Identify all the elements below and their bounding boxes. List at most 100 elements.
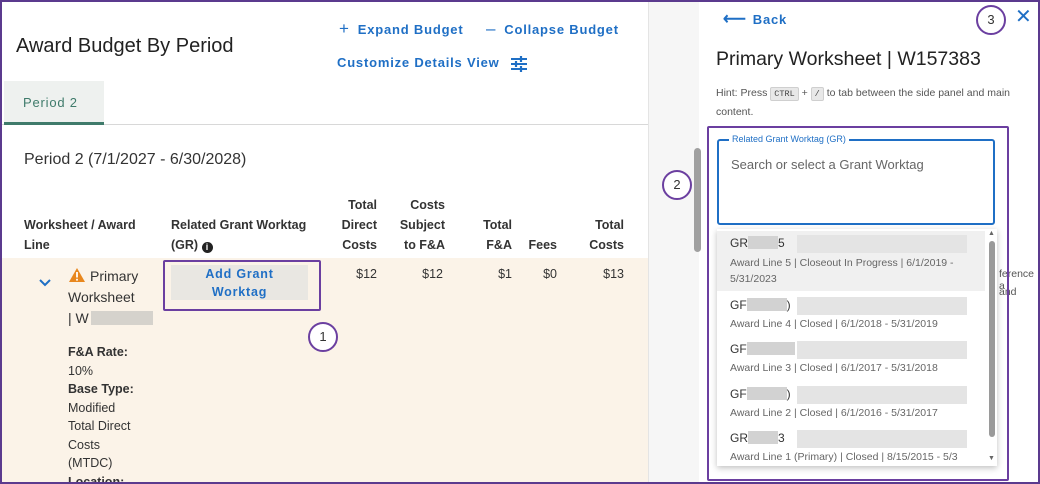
back-label: Back bbox=[752, 12, 788, 27]
redacted-code bbox=[746, 298, 787, 311]
expand-budget-label: Expand Budget bbox=[357, 22, 464, 37]
customize-details-view-button[interactable]: Customize Details View bbox=[337, 55, 528, 72]
option-code-tail: 5 bbox=[778, 236, 785, 250]
option-details: Award Line 4 | Closed | 6/1/2018 - 5/31/… bbox=[730, 318, 938, 330]
option-detail-line: 5/31/2023 bbox=[730, 273, 777, 285]
highlight-box-1 bbox=[163, 260, 321, 311]
option-details: Award Line 3 | Closed | 6/1/2017 - 5/31/… bbox=[730, 362, 938, 374]
hint-suffix: to tab between the side panel and main bbox=[826, 87, 1011, 99]
redacted-id bbox=[90, 311, 153, 325]
scroll-down-icon[interactable]: ▼ bbox=[988, 455, 995, 462]
fa-rate-label: F&A Rate: bbox=[68, 345, 128, 359]
redacted-text bbox=[797, 235, 967, 253]
option-code-prefix: GR bbox=[730, 431, 748, 445]
subject-costs-value: $12 bbox=[422, 267, 443, 281]
column-header-direct: Total Direct Costs bbox=[332, 195, 377, 255]
warning-icon bbox=[69, 268, 85, 282]
location-label: Location: bbox=[68, 474, 125, 484]
redacted-code bbox=[748, 236, 778, 249]
hint-plus: + bbox=[801, 87, 808, 99]
plus-icon: + bbox=[339, 19, 350, 38]
redacted-code bbox=[748, 431, 778, 444]
dropdown-scrollbar[interactable]: ▲ ▼ bbox=[987, 229, 997, 466]
column-header-worktag: Related Grant Worktag (GR) i bbox=[171, 215, 306, 255]
header-line: F&A bbox=[486, 238, 512, 252]
option-code: GF) bbox=[730, 298, 791, 312]
collapse-budget-label: Collapse Budget bbox=[504, 22, 619, 37]
dropdown-scrollbar-thumb[interactable] bbox=[989, 241, 995, 437]
callout-2: 2 bbox=[662, 170, 692, 200]
list-item[interactable]: GR 3 Award Line 1 (Primary) | Closed | 8/… bbox=[717, 426, 985, 466]
expand-budget-button[interactable]: + Expand Budget bbox=[339, 19, 463, 39]
worksheet-id-prefix: | W bbox=[68, 310, 89, 326]
option-code: GF bbox=[730, 342, 795, 356]
highlight-box-2 bbox=[707, 126, 1009, 481]
column-header-fees: Fees bbox=[528, 238, 558, 252]
base-type-label: Base Type: bbox=[68, 382, 134, 396]
option-details: Award Line 1 (Primary) | Closed | 8/15/2… bbox=[730, 451, 958, 463]
header-line: Subject bbox=[399, 218, 445, 232]
tune-icon bbox=[511, 55, 527, 72]
close-icon[interactable]: ✕ bbox=[1015, 6, 1032, 28]
option-code-tail: 3 bbox=[778, 431, 785, 445]
list-item[interactable]: GF) Award Line 2 | Closed | 6/1/2016 - 5… bbox=[717, 382, 985, 426]
period-heading: Period 2 (7/1/2027 - 6/30/2028) bbox=[24, 151, 247, 168]
direct-costs-value: $12 bbox=[356, 267, 377, 281]
back-button[interactable]: ⟵ Back bbox=[723, 9, 787, 29]
option-detail-line: Award Line 5 | Closeout In Progress | 6/… bbox=[730, 257, 954, 269]
worksheet-details: F&A Rate: 10% Base Type: Modified Total … bbox=[68, 343, 158, 484]
add-grant-worktag-button[interactable]: Add Grant Worktag bbox=[171, 265, 308, 300]
keyboard-hint: Hint: Press CTRL + / to tab between the … bbox=[716, 84, 1026, 122]
header-line: Direct bbox=[341, 218, 377, 232]
base-type-value: (MTDC) bbox=[68, 456, 113, 470]
worksheet-name: Primary Worksheet | W bbox=[68, 266, 158, 329]
option-details: Award Line 2 | Closed | 6/1/2016 - 5/31/… bbox=[730, 407, 938, 419]
header-line: Related Grant Worktag bbox=[171, 218, 307, 232]
list-item[interactable]: GF Award Line 3 | Closed | 6/1/2017 - 5/… bbox=[717, 337, 985, 381]
option-code-prefix: GR bbox=[730, 236, 748, 250]
header-line: Worksheet / Award bbox=[24, 218, 136, 232]
option-code: GF) bbox=[730, 387, 791, 401]
minus-icon: – bbox=[486, 19, 497, 38]
tab-period-2[interactable]: Period 2 bbox=[4, 81, 104, 125]
option-details: Award Line 5 | Closeout In Progress | 6/… bbox=[730, 255, 980, 287]
redacted-text bbox=[797, 341, 967, 359]
page-title: Award Budget By Period bbox=[16, 35, 234, 57]
redacted-text bbox=[797, 297, 967, 315]
option-code-prefix: GF bbox=[730, 342, 747, 356]
option-code-tail: ) bbox=[786, 387, 791, 401]
callout-3: 3 bbox=[976, 5, 1006, 35]
add-worktag-label: Worktag bbox=[211, 285, 268, 299]
column-header-total: Total Costs bbox=[584, 215, 624, 255]
hint-line-2: content. bbox=[716, 106, 754, 118]
redacted-text bbox=[797, 386, 967, 404]
main-panel: Award Budget By Period + Expand Budget – C… bbox=[2, 2, 648, 484]
callout-1: 1 bbox=[308, 322, 338, 352]
header-line: Total bbox=[483, 218, 512, 232]
grant-worktag-field: Related Grant Worktag (GR) bbox=[717, 134, 995, 225]
list-item[interactable]: GR 5 Award Line 5 | Closeout In Progress … bbox=[717, 231, 985, 291]
fa-rate-value: 10% bbox=[68, 363, 94, 378]
option-code: GR 3 bbox=[730, 431, 785, 445]
info-icon[interactable]: i bbox=[201, 242, 213, 253]
base-type-value: Costs bbox=[68, 437, 100, 452]
kbd-ctrl: CTRL bbox=[770, 87, 799, 101]
side-panel-title: Primary Worksheet | W157383 bbox=[716, 48, 981, 70]
worktag-dropdown-list: GR 5 Award Line 5 | Closeout In Progress … bbox=[717, 229, 997, 466]
side-panel: 2 ⟵ Back 3 ✕ Primary Worksheet | W157383 … bbox=[648, 2, 1038, 482]
collapse-budget-button[interactable]: – Collapse Budget bbox=[486, 19, 619, 39]
fees-value: $0 bbox=[543, 267, 557, 281]
column-header-fa: Total F&A bbox=[472, 215, 512, 255]
header-line: Costs bbox=[589, 238, 624, 252]
chevron-down-icon[interactable] bbox=[38, 278, 52, 288]
main-scrollbar-thumb[interactable] bbox=[694, 148, 701, 252]
table-row bbox=[2, 258, 648, 482]
list-item[interactable]: GF) Award Line 4 | Closed | 6/1/2018 - 5… bbox=[717, 293, 985, 337]
period-tabs: Period 2 bbox=[2, 81, 648, 125]
header-line: Costs bbox=[342, 238, 377, 252]
header-line: (GR) bbox=[171, 238, 199, 252]
option-code-prefix: GF bbox=[730, 298, 747, 312]
grant-worktag-search-input[interactable] bbox=[731, 157, 981, 172]
redacted-code bbox=[746, 387, 787, 400]
scroll-up-icon[interactable]: ▲ bbox=[988, 230, 995, 237]
